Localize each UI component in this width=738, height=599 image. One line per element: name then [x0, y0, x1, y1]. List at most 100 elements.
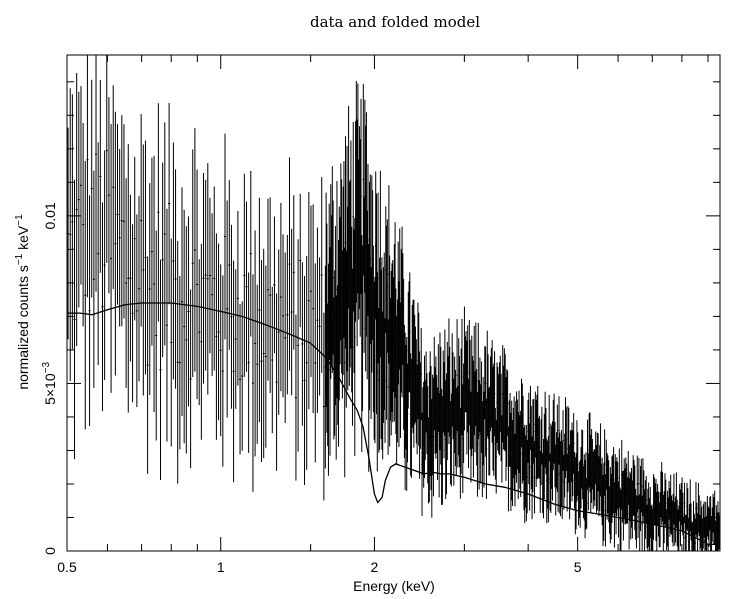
- data-point: [488, 386, 491, 476]
- data-point: [127, 144, 130, 413]
- data-point: [483, 391, 485, 488]
- data-point: [245, 201, 248, 372]
- data-point: [221, 275, 224, 467]
- data-point: [322, 312, 325, 501]
- data-point: [450, 393, 453, 487]
- data-point: [538, 415, 541, 479]
- data-point: [109, 124, 113, 393]
- data-point: [290, 228, 293, 396]
- data-point: [548, 394, 551, 462]
- y-axis-label-exp2: −1: [14, 214, 25, 226]
- data-point: [176, 240, 179, 484]
- data-point: [131, 224, 134, 403]
- data-point: [165, 208, 169, 442]
- data-point: [572, 413, 575, 474]
- data-point: [353, 217, 356, 456]
- data-point: [157, 103, 160, 322]
- data-point: [327, 263, 330, 476]
- data-point: [301, 262, 304, 426]
- data-point: [161, 162, 164, 358]
- data-point: [547, 435, 550, 523]
- data-point: [144, 140, 147, 375]
- data-point: [294, 314, 298, 481]
- data-point: [107, 97, 110, 294]
- data-point: [284, 252, 287, 423]
- data-point: [374, 276, 376, 444]
- data-point: [312, 204, 315, 414]
- data-point: [436, 387, 439, 481]
- data-point: [369, 174, 372, 345]
- data-point: [495, 419, 498, 494]
- data-point: [232, 260, 235, 483]
- data-point: [264, 265, 267, 448]
- folded-model-line: [67, 302, 720, 545]
- data-point: [377, 192, 379, 364]
- data-point: [112, 85, 115, 290]
- data-point: [238, 304, 242, 455]
- data-point: [558, 396, 560, 465]
- data-point: [682, 516, 685, 551]
- data-point: [507, 426, 510, 512]
- data-point: [198, 259, 201, 406]
- data-point: [146, 256, 149, 474]
- data-point: [332, 200, 334, 355]
- data-point: [69, 88, 72, 381]
- data-point: [641, 495, 643, 551]
- data-point: [664, 479, 667, 527]
- data-point: [620, 489, 622, 551]
- data-point: [94, 55, 98, 292]
- data-point: [352, 121, 355, 312]
- data-point: [376, 272, 379, 472]
- data-point: [180, 187, 184, 416]
- data-point: [277, 249, 280, 415]
- data-point: [636, 455, 639, 513]
- data-point: [617, 481, 620, 538]
- data-point: [211, 213, 214, 377]
- data-point: [271, 286, 274, 434]
- data-point: [406, 363, 409, 463]
- data-point: [667, 497, 670, 551]
- data-point: [92, 170, 95, 388]
- data-point: [682, 492, 684, 536]
- data-point: [247, 272, 250, 453]
- data-point: [627, 451, 630, 505]
- data-point: [152, 155, 156, 413]
- data-point: [258, 197, 261, 423]
- data-point: [305, 255, 308, 470]
- data-point: [448, 346, 451, 438]
- data-point: [466, 325, 469, 433]
- data-point: [384, 318, 386, 443]
- data-point: [200, 243, 203, 440]
- data-point: [526, 439, 528, 514]
- data-point: [303, 276, 306, 486]
- data-point: [360, 98, 362, 295]
- data-point: [195, 169, 199, 400]
- data-point: [343, 247, 346, 478]
- data-point: [686, 488, 689, 532]
- data-point: [187, 216, 190, 407]
- data-point: [638, 457, 640, 510]
- data-point: [260, 260, 263, 463]
- data-point: [718, 515, 721, 550]
- data-point: [694, 518, 696, 551]
- data-point: [215, 233, 218, 440]
- data-point: [262, 248, 265, 459]
- data-point: [120, 115, 123, 327]
- data-point: [101, 202, 104, 412]
- data-point: [125, 178, 128, 388]
- data-point: [254, 230, 257, 457]
- x-tick-label: 5: [574, 559, 582, 575]
- data-point: [189, 289, 192, 469]
- data-point: [456, 319, 458, 431]
- y-tick-label: 0: [42, 547, 58, 555]
- data-point: [105, 55, 108, 263]
- data-point: [299, 193, 302, 328]
- data-point: [155, 230, 158, 441]
- data-point: [84, 161, 87, 430]
- data-point: [279, 202, 282, 392]
- data-point: [604, 474, 607, 547]
- data-point: [461, 318, 463, 436]
- data-point: [208, 197, 212, 354]
- data-point: [362, 83, 365, 275]
